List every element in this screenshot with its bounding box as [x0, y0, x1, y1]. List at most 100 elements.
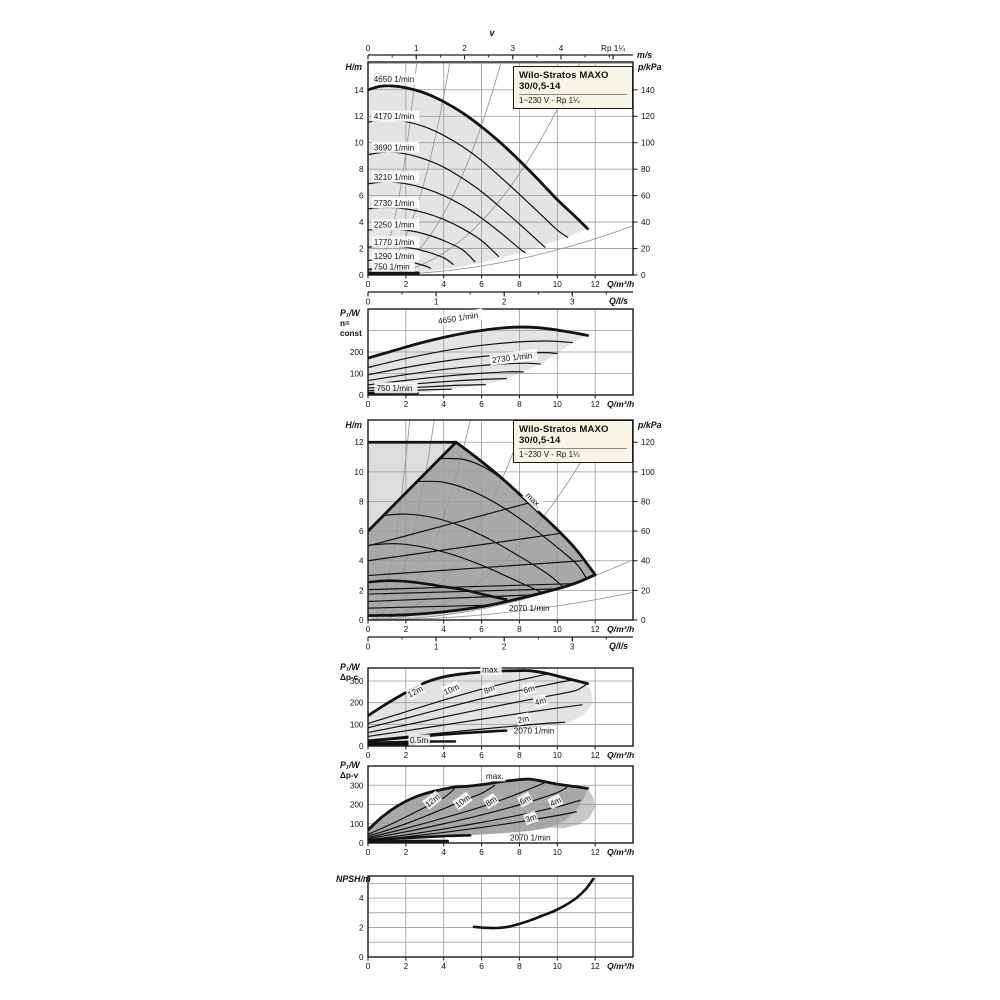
- svg-text:100: 100: [350, 820, 364, 829]
- svg-text:4170 1/min: 4170 1/min: [374, 112, 415, 121]
- svg-text:4m: 4m: [534, 696, 548, 708]
- product-specs-2: 1~230 V - Rp 1¼: [519, 448, 627, 460]
- svg-text:10: 10: [553, 962, 563, 971]
- svg-text:20: 20: [641, 586, 651, 595]
- product-title-box: Wilo-Stratos MAXO 30/0,5-14 1~230 V - Rp…: [513, 66, 633, 109]
- product-name-2: Wilo-Stratos MAXO: [519, 424, 609, 435]
- svg-text:Q/l/s: Q/l/s: [609, 641, 628, 651]
- svg-text:0: 0: [359, 839, 364, 848]
- svg-text:1770 1/min: 1770 1/min: [374, 238, 415, 247]
- product-model-2: 30/0,5-14: [519, 435, 561, 446]
- svg-text:const: const: [340, 329, 362, 338]
- svg-text:200: 200: [350, 348, 364, 357]
- svg-text:3: 3: [510, 44, 515, 53]
- svg-text:8: 8: [359, 497, 364, 506]
- svg-text:2: 2: [404, 280, 409, 289]
- svg-text:6: 6: [359, 192, 364, 201]
- svg-text:6m: 6m: [522, 683, 536, 695]
- svg-text:4m: 4m: [549, 795, 563, 808]
- svg-text:6: 6: [479, 751, 484, 760]
- product-name: Wilo-Stratos MAXO: [519, 70, 609, 81]
- svg-text:8: 8: [517, 625, 522, 634]
- svg-text:3210 1/min: 3210 1/min: [374, 173, 415, 182]
- svg-text:120: 120: [641, 112, 655, 121]
- svg-text:Δp-v: Δp-v: [340, 771, 359, 780]
- svg-text:Q/m³/h: Q/m³/h: [607, 279, 634, 289]
- svg-text:10: 10: [553, 400, 563, 409]
- svg-text:4: 4: [441, 400, 446, 409]
- svg-text:Q/m³/h: Q/m³/h: [607, 750, 634, 760]
- svg-text:8: 8: [517, 962, 522, 971]
- svg-text:8: 8: [517, 848, 522, 857]
- svg-text:6: 6: [479, 848, 484, 857]
- svg-text:H/m: H/m: [345, 420, 362, 430]
- svg-text:12: 12: [591, 280, 601, 289]
- svg-text:12: 12: [354, 438, 364, 447]
- svg-text:H/m: H/m: [345, 62, 362, 72]
- svg-text:3: 3: [570, 298, 575, 307]
- svg-text:300: 300: [350, 781, 364, 790]
- svg-text:max.: max.: [486, 772, 504, 781]
- svg-text:0: 0: [366, 298, 371, 307]
- svg-text:6: 6: [359, 527, 364, 536]
- svg-text:200: 200: [350, 699, 364, 708]
- svg-text:0: 0: [641, 616, 646, 625]
- svg-text:10: 10: [553, 848, 563, 857]
- svg-text:2: 2: [404, 751, 409, 760]
- svg-text:2: 2: [404, 962, 409, 971]
- svg-text:0: 0: [359, 391, 364, 400]
- svg-text:4650 1/min: 4650 1/min: [374, 75, 415, 84]
- product-specs: 1~230 V - Rp 1¼: [519, 94, 627, 106]
- svg-text:100: 100: [641, 139, 655, 148]
- svg-text:200: 200: [350, 801, 364, 810]
- svg-text:8: 8: [517, 400, 522, 409]
- product-model: 30/0,5-14: [519, 81, 561, 92]
- svg-text:4: 4: [359, 894, 364, 903]
- svg-text:0: 0: [359, 742, 364, 751]
- svg-text:4: 4: [359, 557, 364, 566]
- svg-text:10: 10: [354, 139, 364, 148]
- svg-text:100: 100: [641, 468, 655, 477]
- svg-text:2m: 2m: [517, 714, 530, 725]
- svg-text:1: 1: [434, 298, 439, 307]
- svg-text:4: 4: [441, 280, 446, 289]
- svg-text:0: 0: [366, 625, 371, 634]
- svg-text:6: 6: [479, 400, 484, 409]
- head-curves-const-speed: 0 2 4 6 8 10 12 Q/m³/h0246810121402040608010012…: [354, 61, 655, 289]
- svg-text:750 1/min: 750 1/min: [374, 262, 410, 271]
- svg-text:1: 1: [414, 44, 419, 53]
- svg-text:0: 0: [366, 280, 371, 289]
- head-control-range: 0 2 4 6 8 10 12 Q/m³/h024681012020406080100120m…: [354, 419, 655, 634]
- svg-text:NPSH/m: NPSH/m: [336, 874, 371, 884]
- svg-text:2730 1/min: 2730 1/min: [374, 199, 415, 208]
- svg-text:Δp-c: Δp-c: [340, 673, 359, 682]
- svg-text:10: 10: [553, 280, 563, 289]
- svg-text:12: 12: [591, 400, 601, 409]
- svg-text:12: 12: [591, 751, 601, 760]
- svg-text:12: 12: [591, 625, 601, 634]
- svg-text:1: 1: [434, 643, 439, 652]
- svg-text:4: 4: [559, 44, 564, 53]
- svg-text:10: 10: [354, 468, 364, 477]
- svg-text:4: 4: [441, 625, 446, 634]
- svg-text:0: 0: [641, 271, 646, 280]
- svg-text:0: 0: [359, 953, 364, 962]
- svg-text:2: 2: [502, 298, 507, 307]
- svg-text:0: 0: [366, 751, 371, 760]
- svg-text:2: 2: [359, 245, 364, 254]
- svg-text:140: 140: [641, 86, 655, 95]
- svg-text:3690 1/min: 3690 1/min: [374, 143, 415, 152]
- svg-text:8: 8: [517, 751, 522, 760]
- svg-text:8: 8: [517, 280, 522, 289]
- svg-text:6: 6: [479, 962, 484, 971]
- svg-text:2: 2: [404, 400, 409, 409]
- svg-text:12: 12: [591, 848, 601, 857]
- svg-text:2070 1/min: 2070 1/min: [510, 834, 551, 843]
- svg-text:0: 0: [359, 271, 364, 280]
- svg-text:12: 12: [591, 962, 601, 971]
- svg-text:Q/m³/h: Q/m³/h: [607, 847, 634, 857]
